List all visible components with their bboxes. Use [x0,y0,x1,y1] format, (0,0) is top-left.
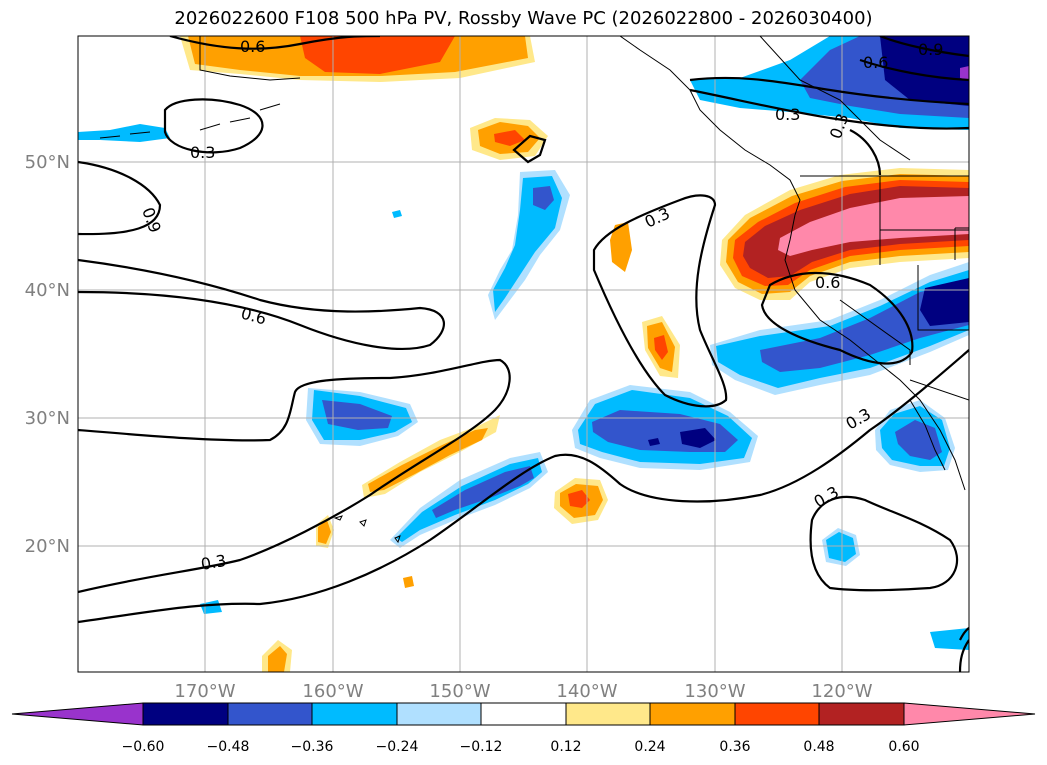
contour-line [760,271,914,365]
colorbar-tick: −0.12 [460,739,503,755]
lat-label: 30°N [25,408,70,429]
lon-axis: 170°W 160°W 150°W 140°W 130°W 120°W [174,681,872,702]
negative-anomaly [392,210,402,218]
lat-label: 20°N [25,536,70,557]
lat-label: 40°N [25,280,70,301]
colorbar-swatch [480,702,567,726]
contour-line [592,194,728,408]
island [99,103,281,139]
contour-line [163,98,264,154]
positive-anomaly [318,520,331,544]
lat-label: 50°N [25,152,70,173]
colorbar-swatch [396,702,482,726]
negative-anomaly [826,532,856,562]
map-area: 0.6 0.6 0.3 0.9 0.6 0.3 0.6 0.3 0.3 0.3 … [78,36,969,672]
coastline [909,399,946,471]
pv-contours [78,36,969,672]
lon-label: 140°W [556,681,617,702]
island [333,515,401,544]
contour-line [859,58,969,82]
colorbar-tick: −0.48 [207,739,250,755]
negative-anomaly [533,186,554,210]
colorbar-swatch [311,702,398,726]
contour-line [78,160,162,236]
colorbar-swatch [142,702,229,726]
border [879,176,969,331]
border [954,227,969,260]
map-frame [77,35,970,673]
negative-anomaly [648,438,660,446]
contour-line [78,349,969,624]
colorbar-tick: −0.60 [122,739,165,755]
colorbar-tick: 0.60 [888,739,919,755]
colorbar-extend-low [11,702,144,726]
contour-line [879,36,969,58]
contour-line [809,495,959,592]
contour-line [689,88,969,130]
graticule [78,36,969,672]
lon-label: 130°W [684,681,745,702]
border [839,299,969,401]
positive-anomaly [568,490,590,508]
contour-line [512,134,547,164]
negative-anomaly [895,420,942,460]
colorbar-tick: −0.24 [376,739,419,755]
coastline [784,214,966,491]
colorbar-tick: 0.24 [634,739,665,755]
colorbar-tick: 0.36 [719,739,750,755]
positive-anomaly [494,130,525,146]
positive-anomaly [268,646,287,672]
contour-label: 0.6 [240,37,265,56]
colorbar [11,702,1036,726]
negative-anomaly [760,282,969,372]
contour-line [78,358,511,594]
positive-anomaly [778,196,969,256]
coastline [619,36,801,216]
negative-anomaly [960,66,969,80]
lon-label: 170°W [174,681,235,702]
coastline [199,36,301,81]
lat-axis: 50°N 40°N 30°N 20°N [25,152,70,557]
contour-label: 0.3 [775,105,800,124]
colorbar-tick: 0.48 [803,739,834,755]
lon-label: 120°W [811,681,872,702]
colorbar-swatch [227,702,313,726]
colorbar-swatch [649,702,736,726]
contour-label: 0.6 [863,53,888,72]
negative-anomaly [432,466,534,518]
colorbar-swatch [734,702,820,726]
contour-label: 0.3 [199,551,227,574]
colorbar-swatch [565,702,651,726]
colorbar-ticks: −0.60 −0.48 −0.36 −0.24 −0.12 0.12 0.24 … [122,739,920,755]
colorbar-swatch [818,702,905,726]
lon-label: 160°W [302,681,363,702]
contour-line [689,76,969,106]
negative-anomaly [680,428,716,448]
contour-line [849,129,882,176]
colorbar-extend-high [903,702,1036,726]
negative-anomaly [322,400,392,430]
negative-anomaly [493,176,562,312]
contour-label: 0.9 [918,40,943,59]
colorbar-tick: −0.36 [291,739,334,755]
contour-label: 0.3 [190,143,215,162]
positive-anomaly [403,576,414,588]
positive-anomaly [610,222,632,272]
negative-anomaly [930,628,969,650]
contour-line [78,258,446,351]
positive-anomaly [300,36,455,74]
positive-anomaly [654,335,668,360]
map-title: 2026022600 F108 500 hPa PV, Rossby Wave … [174,8,873,29]
coastline [759,36,911,161]
colorbar-tick: 0.12 [550,739,581,755]
coastlines [99,36,969,544]
lon-label: 150°W [429,681,490,702]
contour-label: 0.6 [815,273,840,292]
